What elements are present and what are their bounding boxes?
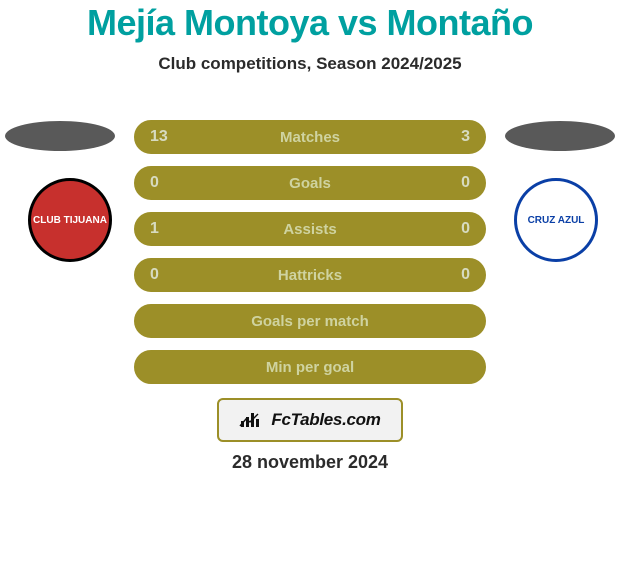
stat-value-right: 0 — [461, 220, 470, 238]
stat-value-left: 1 — [150, 220, 159, 238]
stat-label: Hattricks — [278, 267, 342, 284]
stat-value-left: 0 — [150, 174, 159, 192]
club-badge-left: CLUB TIJUANA — [28, 178, 112, 262]
player-right-silhouette — [505, 121, 615, 151]
player-left-silhouette — [5, 121, 115, 151]
footer-date: 28 november 2024 — [0, 452, 620, 473]
stat-label: Min per goal — [266, 359, 354, 376]
stat-label: Goals — [289, 175, 331, 192]
stat-value-left: 13 — [150, 128, 168, 146]
stat-row-min-per-goal: Min per goal — [134, 350, 486, 384]
club-badge-right: CRUZ AZUL — [514, 178, 598, 262]
stats-list: Matches133Goals00Assists10Hattricks00Goa… — [134, 120, 486, 396]
stat-label: Goals per match — [251, 313, 369, 330]
club-right-label: CRUZ AZUL — [528, 215, 585, 226]
stat-row-hattricks: Hattricks 0 0 — [134, 258, 486, 292]
stat-label: Assists — [283, 221, 336, 238]
bar-chart-icon — [239, 411, 265, 429]
comparison-subtitle: Club competitions, Season 2024/2025 — [0, 54, 620, 74]
stat-row-goals: Goals 0 0 — [134, 166, 486, 200]
fctables-logo-box: FcTables.com — [217, 398, 403, 442]
stat-value-right: 3 — [461, 128, 470, 146]
stat-row-assists: Assists 1 0 — [134, 212, 486, 246]
stat-row-matches: Matches 13 3 — [134, 120, 486, 154]
stat-value-right: 0 — [461, 266, 470, 284]
stat-row-goals-per-match: Goals per match — [134, 304, 486, 338]
stat-value-right: 0 — [461, 174, 470, 192]
club-left-label: CLUB TIJUANA — [33, 215, 107, 226]
fctables-logo-text: FcTables.com — [271, 410, 380, 430]
comparison-title: Mejía Montoya vs Montaño — [0, 0, 620, 44]
stat-value-left: 0 — [150, 266, 159, 284]
stat-label: Matches — [280, 129, 340, 146]
